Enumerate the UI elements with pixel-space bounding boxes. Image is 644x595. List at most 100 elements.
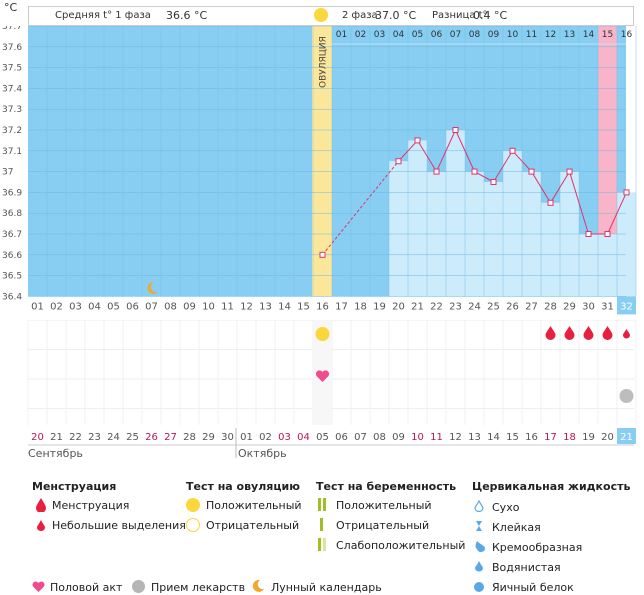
cycle-day-label: 11 <box>221 301 234 312</box>
legend-ov-neg: Отрицательный <box>206 519 300 532</box>
cycle-day-label: 29 <box>563 301 576 312</box>
cycle-day-label: 20 <box>392 301 405 312</box>
phase2-day-label: 13 <box>564 30 575 40</box>
y-tick-label: 37.3 <box>2 105 22 115</box>
date-label: 20 <box>31 432 44 443</box>
phase2-day-label: 05 <box>412 30 423 40</box>
phase2-day-label: 04 <box>393 30 405 40</box>
unit-label: °C <box>4 1 18 14</box>
legend-cerv-3: Кремообразная <box>492 541 583 554</box>
temp-bar <box>617 192 636 297</box>
date-label: 29 <box>202 432 215 443</box>
cycle-day-label: 07 <box>145 301 158 312</box>
cycle-day-label: 31 <box>601 301 614 312</box>
cycle-day-label: 16 <box>316 301 329 312</box>
temp-point <box>566 168 573 175</box>
date-label: 13 <box>468 432 481 443</box>
temp-bar <box>389 161 408 297</box>
legend-ov-title: Тест на овуляцию <box>186 480 300 493</box>
legend-preg-weak: Слабоположительный <box>336 539 466 552</box>
phase1-value: 36.6 °C <box>166 9 208 22</box>
cycle-day-label: 08 <box>164 301 177 312</box>
phase2-day-label: 01 <box>336 30 347 40</box>
cycle-day-label: 06 <box>126 301 139 312</box>
cycle-day-label: 28 <box>544 301 557 312</box>
legend-menstr-item: Менструация <box>52 499 130 512</box>
date-label: 01 <box>240 432 253 443</box>
cycle-day-label: 09 <box>183 301 196 312</box>
heart-icon <box>32 581 45 592</box>
date-label: 27 <box>164 432 177 443</box>
y-tick-label: 36.6 <box>2 251 22 261</box>
header-bar <box>28 6 634 26</box>
legend-sex: Половой акт <box>50 581 123 594</box>
y-tick-label: 37.7 <box>2 26 22 32</box>
y-tick-label: 36.4 <box>2 292 22 302</box>
date-label: 04 <box>297 432 310 443</box>
legend-cerv-title: Цервикальная жидкость <box>472 480 631 493</box>
temp-point <box>604 231 611 237</box>
temp-point <box>623 189 630 196</box>
legend-menstr-title: Менструация <box>32 480 117 493</box>
temp-bar <box>598 234 617 297</box>
temp-point <box>490 179 497 185</box>
legend-cerv-4: Водянистая <box>492 561 561 574</box>
legend-preg-neg: Отрицательный <box>336 519 430 532</box>
y-tick-label: 37 <box>2 168 13 178</box>
cycle-day-label: 21 <box>411 301 424 312</box>
diff-label: Разница t° <box>432 10 488 21</box>
temp-point <box>471 168 478 175</box>
legend-cerv-5: Яичный белок <box>492 581 574 594</box>
ov-positive-icon <box>186 498 200 512</box>
date-label: 17 <box>544 432 557 443</box>
creamy-icon <box>475 541 486 552</box>
cycle-day-label: 12 <box>240 301 253 312</box>
date-label: 05 <box>316 432 329 443</box>
phase2-day-label: 11 <box>526 30 537 40</box>
ovulation-label: ОВУЛЯЦИЯ <box>319 36 329 88</box>
phase2-day-label: 02 <box>355 30 366 40</box>
date-label: 28 <box>183 432 196 443</box>
phase2-day-label: 12 <box>545 30 556 40</box>
date-label: 19 <box>582 432 595 443</box>
cycle-day-label: 23 <box>449 301 462 312</box>
date-label: 21 <box>620 432 633 443</box>
temp-point <box>585 231 592 237</box>
phase1-label: Средняя t° 1 фаза <box>55 10 151 21</box>
legend-cerv-1: Сухо <box>492 501 520 514</box>
y-tick-label: 37.2 <box>2 126 22 136</box>
temp-point <box>528 168 535 175</box>
cycle-day-label: 03 <box>69 301 82 312</box>
phase2-value: 37.0 °C <box>375 9 417 22</box>
temp-bar <box>541 202 560 297</box>
date-label: 08 <box>373 432 386 443</box>
phase2-day-label: 03 <box>374 30 385 40</box>
cycle-day-label: 01 <box>31 301 44 312</box>
ov-positive-icon <box>315 327 330 341</box>
date-label: 22 <box>69 432 82 443</box>
ovulation-header-icon <box>314 8 328 22</box>
y-tick-label: 36.5 <box>2 272 22 282</box>
temp-point <box>319 251 326 258</box>
phase2-day-label: 06 <box>431 30 443 40</box>
egg-white-icon <box>474 582 484 592</box>
phase2-day-label: 16 <box>621 30 633 40</box>
date-label: 11 <box>430 432 443 443</box>
temp-bar <box>503 150 522 297</box>
date-label: 07 <box>354 432 367 443</box>
cycle-day-label: 15 <box>297 301 310 312</box>
legend-menstr-small: Небольшие выделения <box>52 519 186 532</box>
phase2-day-label: 09 <box>488 30 500 40</box>
phase2-day-label: 08 <box>469 30 481 40</box>
sticky-icon <box>476 521 482 531</box>
temp-point <box>414 137 421 144</box>
date-label: 24 <box>107 432 120 443</box>
date-label: 02 <box>259 432 272 443</box>
date-label: 26 <box>145 432 158 443</box>
preg-negative-icon <box>320 518 323 531</box>
y-tick-label: 36.7 <box>2 230 22 240</box>
date-label: 18 <box>563 432 576 443</box>
watery-icon <box>475 561 483 572</box>
phase2-label: 2 фаза <box>342 10 378 21</box>
current-day-cell <box>617 296 636 315</box>
